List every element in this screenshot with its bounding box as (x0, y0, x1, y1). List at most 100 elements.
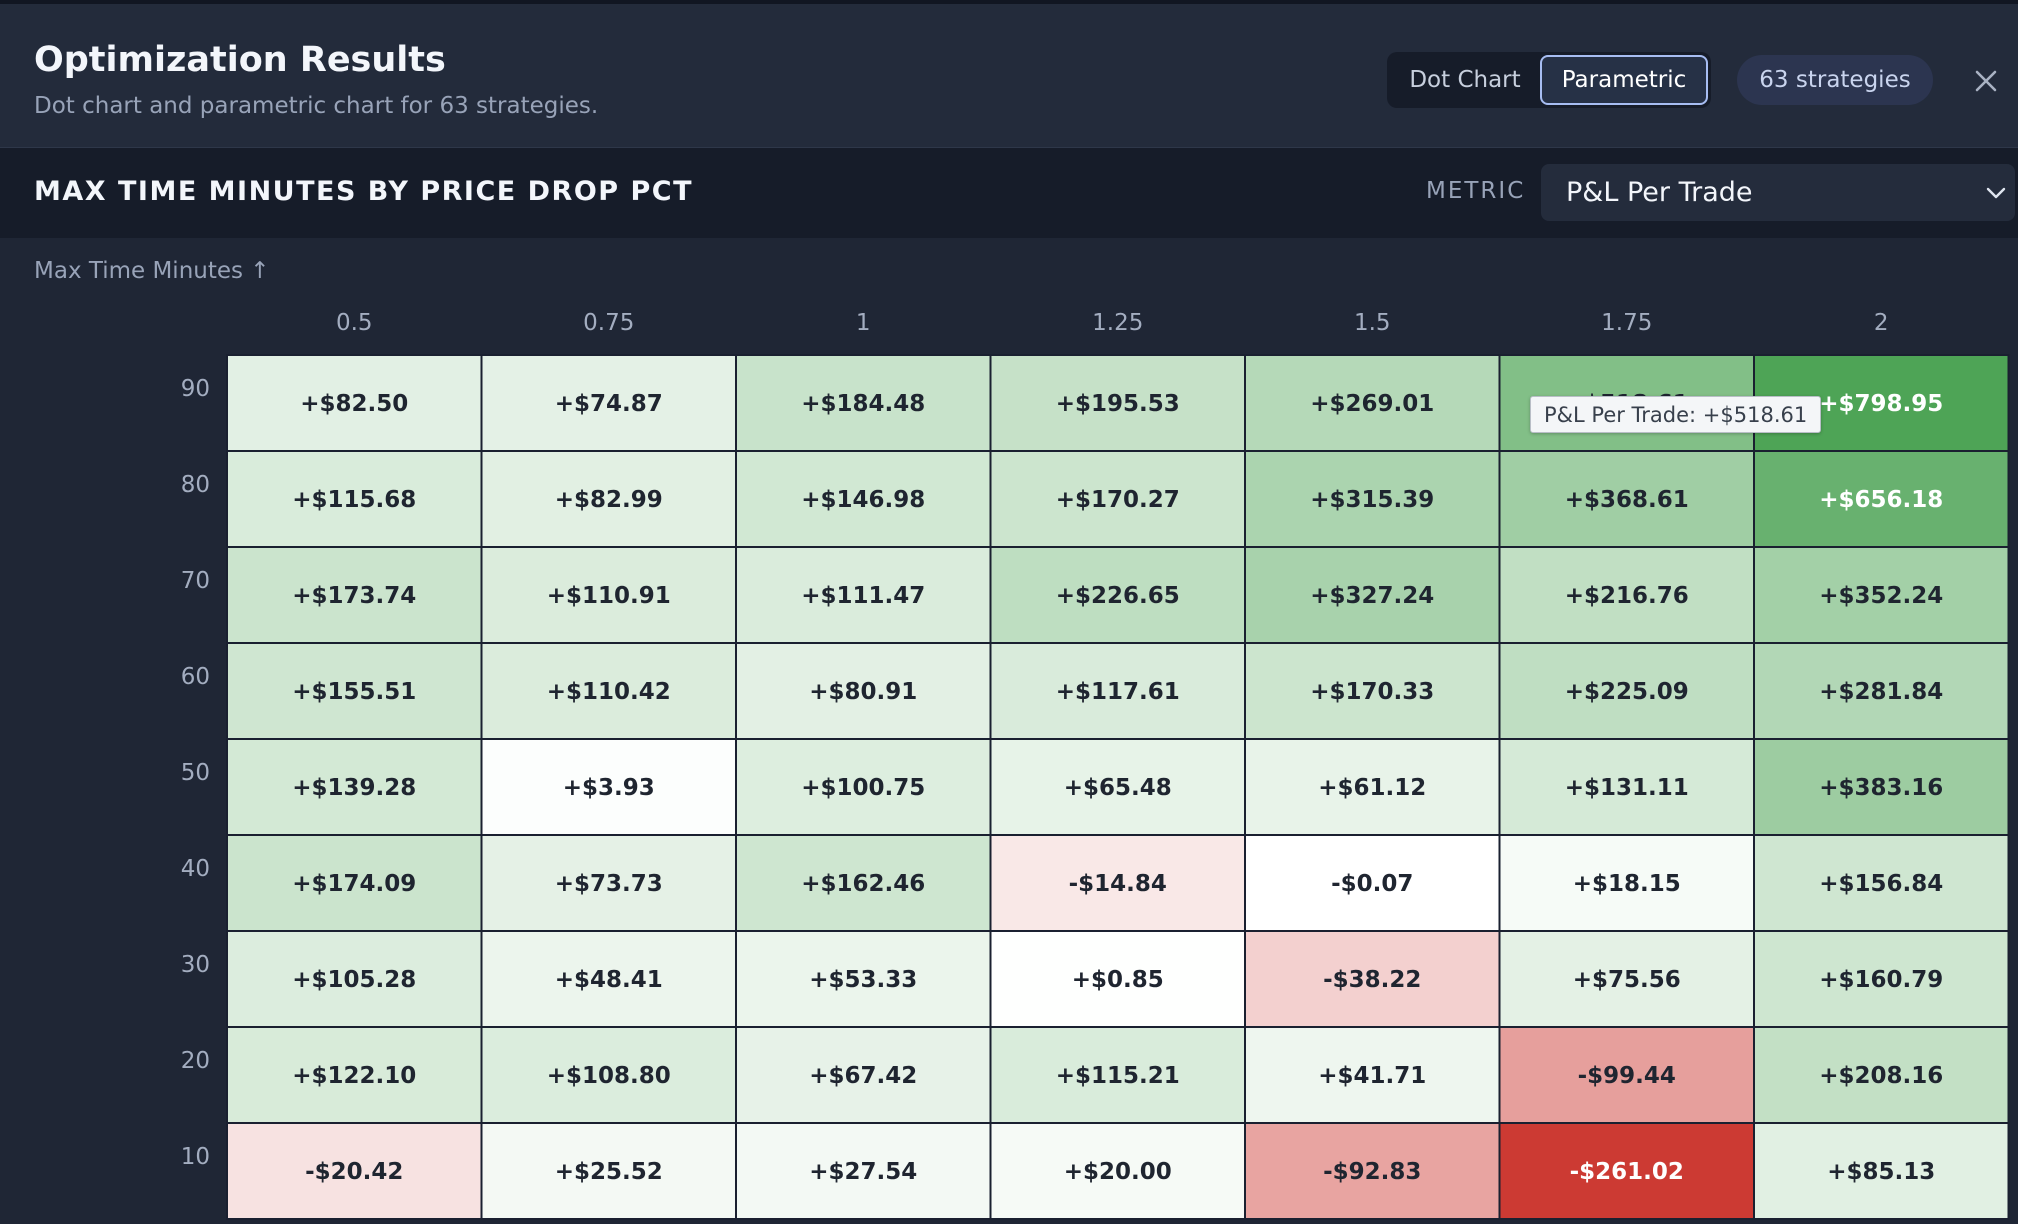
heatmap-cell[interactable] (1753, 1026, 2010, 1124)
heatmap-cell[interactable] (735, 546, 992, 644)
cell-value-label: +$85.13 (1827, 1159, 1935, 1185)
heatmap-cell[interactable] (989, 930, 1246, 1028)
cell-value-label: +$73.73 (555, 871, 663, 897)
heatmap-cell[interactable] (480, 546, 737, 644)
heatmap-cell[interactable] (1753, 834, 2010, 932)
heatmap-cell[interactable] (989, 1026, 1246, 1124)
metric-label: METRIC (1426, 178, 1526, 204)
heatmap-cell[interactable] (735, 354, 992, 452)
heatmap-cell[interactable] (226, 354, 483, 452)
page-subtitle: Dot chart and parametric chart for 63 st… (34, 93, 599, 119)
cell-value-label: +$352.24 (1819, 583, 1943, 609)
cell-value-label: +$48.41 (555, 967, 663, 993)
heatmap-cell[interactable] (480, 1026, 737, 1124)
metric-select[interactable]: P&L Per Trade (1541, 164, 2015, 221)
heatmap-cell[interactable] (989, 354, 1246, 452)
heatmap-cell[interactable] (989, 450, 1246, 548)
cell-value-label: +$80.91 (809, 679, 917, 705)
cell-value-label: -$14.84 (1069, 871, 1167, 897)
cell-value-label: +$315.39 (1310, 487, 1434, 513)
heatmap-cell[interactable] (226, 546, 483, 644)
heatmap-cell[interactable] (1244, 354, 1501, 452)
heatmap-cell[interactable] (1498, 1026, 1755, 1124)
metric-select-value: P&L Per Trade (1566, 177, 1753, 208)
cell-value-label: +$20.00 (1064, 1159, 1172, 1185)
heatmap-cell[interactable] (1244, 930, 1501, 1028)
cell-value-label: +$160.79 (1819, 967, 1943, 993)
heatmap-cell[interactable] (226, 642, 483, 740)
cell-value-label: +$269.01 (1310, 391, 1434, 417)
cell-value-label: +$100.75 (801, 775, 925, 801)
heatmap-cell[interactable] (1753, 1122, 2010, 1220)
y-tick-label: 60 (181, 664, 210, 690)
cell-value-label: +$327.24 (1310, 583, 1434, 609)
cell-value-label: +$75.56 (1573, 967, 1681, 993)
heatmap-cell[interactable] (1498, 930, 1755, 1028)
heatmap-cell[interactable] (1498, 834, 1755, 932)
cell-value-label: -$261.02 (1570, 1159, 1684, 1185)
cell-value-label: +$139.28 (292, 775, 416, 801)
heatmap-cell[interactable] (1753, 930, 2010, 1028)
cell-value-label: -$0.07 (1331, 871, 1413, 897)
cell-value-label: +$383.16 (1819, 775, 1943, 801)
heatmap-cell[interactable] (226, 1122, 483, 1220)
y-tick-label: 40 (181, 856, 210, 882)
heatmap-cell[interactable] (226, 930, 483, 1028)
cell-value-label: -$20.42 (305, 1159, 403, 1185)
cell-value-label: +$174.09 (292, 871, 416, 897)
heatmap-cell[interactable] (1498, 546, 1755, 644)
cell-value-label: +$115.21 (1056, 1063, 1180, 1089)
chart-toolbar: MAX TIME MINUTES BY PRICE DROP PCT METRI… (0, 148, 2018, 238)
tab-dot-chart[interactable]: Dot Chart (1409, 67, 1521, 93)
heatmap-cell[interactable] (1244, 1026, 1501, 1124)
cell-value-label: +$82.50 (300, 391, 408, 417)
chart-title: MAX TIME MINUTES BY PRICE DROP PCT (34, 176, 694, 207)
heatmap-cell[interactable] (480, 930, 737, 1028)
y-axis-title: Max Time Minutes ↑ (34, 258, 270, 284)
heatmap-cell[interactable] (1244, 1122, 1501, 1220)
chevron-down-icon (1986, 187, 2006, 199)
y-tick-label: 70 (181, 568, 210, 594)
cell-value-label: +$0.85 (1072, 967, 1164, 993)
cell-value-label: +$173.74 (292, 583, 416, 609)
heatmap-cell[interactable] (1244, 450, 1501, 548)
close-button[interactable] (1969, 64, 2003, 98)
y-tick-label: 30 (181, 952, 210, 978)
heatmap-cell[interactable] (989, 834, 1246, 932)
heatmap-cell[interactable] (480, 642, 737, 740)
heatmap-cell[interactable] (480, 354, 737, 452)
heatmap-cell[interactable] (1498, 450, 1755, 548)
cell-value-label: +$105.28 (292, 967, 416, 993)
heatmap-cell[interactable] (1244, 546, 1501, 644)
heatmap-cell[interactable] (1753, 450, 2010, 548)
cell-value-label: +$225.09 (1565, 679, 1689, 705)
heatmap-cell[interactable] (226, 1026, 483, 1124)
cell-value-label: +$195.53 (1056, 391, 1180, 417)
heatmap-cell[interactable] (1244, 642, 1501, 740)
tab-parametric[interactable]: Parametric (1540, 55, 1708, 105)
cell-value-label: +$25.52 (555, 1159, 663, 1185)
heatmap-cell[interactable] (1753, 546, 2010, 644)
cell-value-label: +$146.98 (801, 487, 925, 513)
cell-value-label: +$117.61 (1056, 679, 1180, 705)
cell-value-label: -$38.22 (1323, 967, 1421, 993)
cell-value-label: +$108.80 (547, 1063, 671, 1089)
heatmap-cell[interactable] (989, 546, 1246, 644)
heatmap-cell[interactable] (1498, 1122, 1755, 1220)
x-tick-label: 1.5 (1354, 310, 1391, 336)
y-tick-label: 50 (181, 760, 210, 786)
heatmap-cell[interactable] (480, 1122, 737, 1220)
cell-value-label: +$208.16 (1819, 1063, 1943, 1089)
heatmap-cell[interactable] (226, 834, 483, 932)
page-title: Optimization Results (34, 40, 446, 80)
cell-value-label: +$82.99 (555, 487, 663, 513)
heatmap-cell[interactable] (989, 642, 1246, 740)
heatmap-cell[interactable] (735, 1122, 992, 1220)
heatmap-cell[interactable] (735, 642, 992, 740)
y-tick-label: 20 (181, 1048, 210, 1074)
cell-value-label: +$18.15 (1573, 871, 1681, 897)
cell-value-label: +$170.27 (1056, 487, 1180, 513)
cell-value-label: +$156.84 (1819, 871, 1943, 897)
cell-value-label: +$216.76 (1565, 583, 1689, 609)
heatmap-cell[interactable] (1244, 834, 1501, 932)
